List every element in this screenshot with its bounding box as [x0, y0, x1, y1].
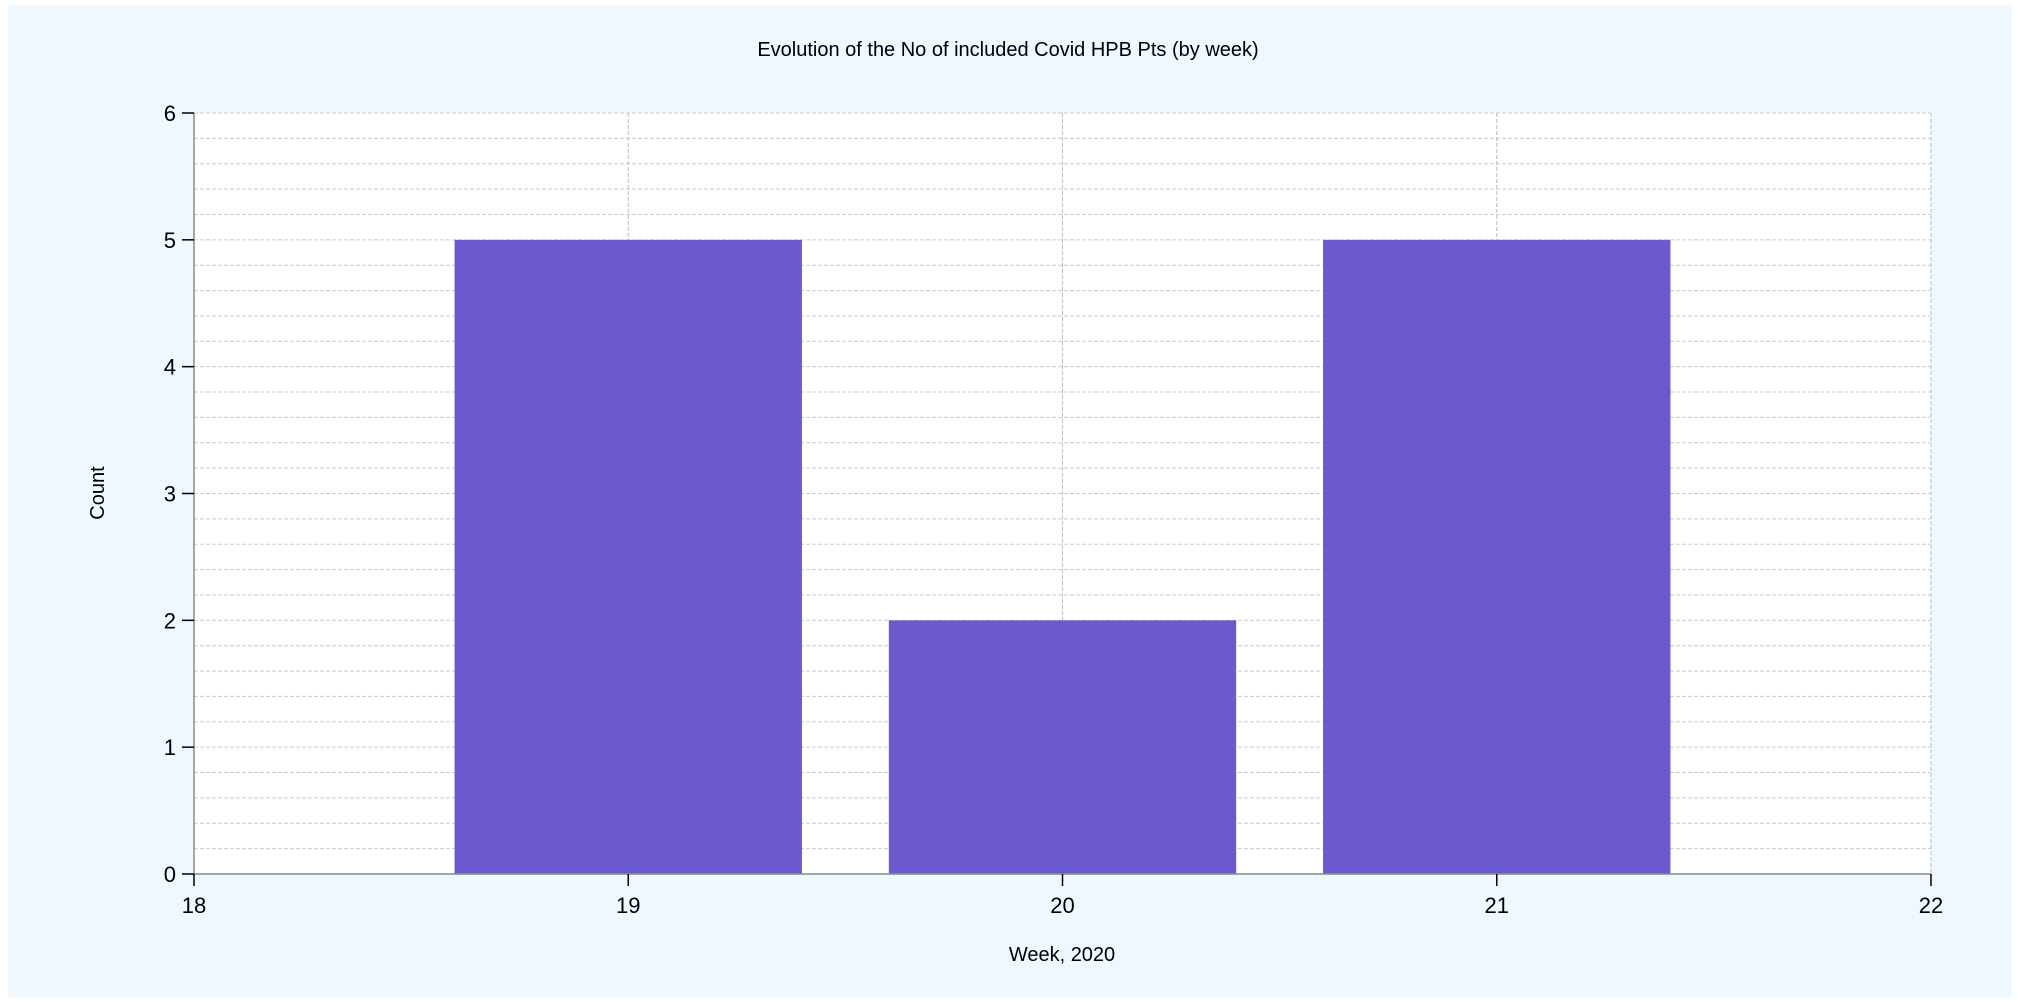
bar-week-20	[888, 620, 1237, 874]
x-tick-label: 21	[1485, 893, 1509, 918]
y-tick-label: 6	[164, 101, 176, 126]
y-tick-label: 0	[164, 862, 176, 887]
bar-week-21	[1323, 239, 1671, 875]
y-axis-label: Count	[87, 466, 109, 520]
x-axis-label: Week, 2020	[1009, 944, 1115, 966]
y-tick-label: 1	[164, 735, 176, 760]
x-tick-label: 18	[182, 893, 206, 918]
x-tick-label: 20	[1050, 893, 1074, 918]
bars	[454, 239, 1671, 875]
bar-week-19	[454, 239, 802, 875]
x-tick-label: 19	[616, 893, 640, 918]
chart-title: Evolution of the No of included Covid HP…	[757, 39, 1258, 61]
y-tick-label: 3	[164, 482, 176, 507]
y-tick-label: 5	[164, 228, 176, 253]
x-tick-label: 22	[1919, 893, 1943, 918]
y-tick-label: 2	[164, 608, 176, 633]
axes	[182, 112, 1932, 886]
tick-labels: 0 1 2 3 4 5 6 18 19 20 21 22	[164, 101, 1943, 918]
y-tick-label: 4	[164, 355, 176, 380]
